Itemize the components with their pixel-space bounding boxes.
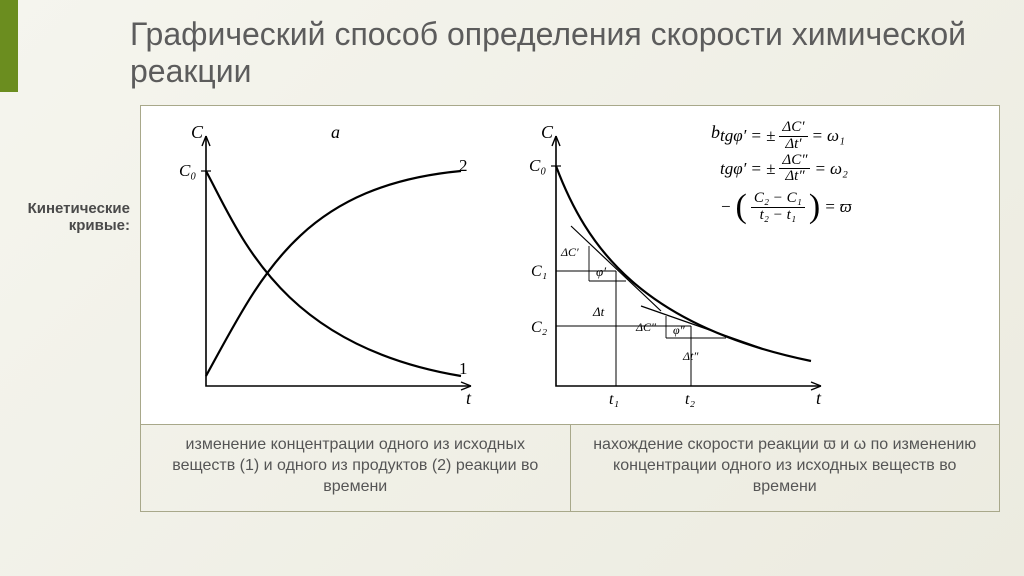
axis-c-b: C	[541, 122, 554, 142]
tangent-2	[641, 306, 761, 348]
equation-3: −( C₂ − C₁t₂ − t₁ ) = ϖ	[720, 191, 852, 224]
caption-left: изменение концентрации одного из исходны…	[141, 425, 570, 511]
c0-b: C₀	[529, 156, 546, 175]
c2-b: C₂	[531, 319, 548, 336]
equation-1: tgφ′ = ± ΔC′Δt′ = ω₁	[720, 120, 852, 153]
curve-2	[206, 171, 461, 376]
panel-label-b: b	[711, 122, 720, 142]
curve2-label: 2	[459, 156, 468, 175]
dt1: Δt	[592, 304, 605, 319]
curve1-label: 1	[459, 359, 468, 378]
accent-bar	[0, 0, 18, 92]
axis-t-b: t	[816, 388, 822, 408]
t2-b: t₂	[685, 391, 695, 408]
t1-b: t₁	[609, 391, 619, 408]
axis-t-a: t	[466, 388, 472, 408]
equation-2: tgφ′ = ± ΔC″Δt″ = ω₂	[720, 153, 852, 186]
caption-right: нахождение скорости реакции ϖ и ω по изм…	[570, 425, 1000, 511]
captions-row: изменение концентрации одного из исходны…	[140, 425, 1000, 512]
panel-label-a: a	[331, 122, 340, 142]
phi1: φ′	[596, 264, 606, 279]
page-title: Графический способ определения скорости …	[130, 16, 1024, 90]
dc2: ΔC″	[635, 320, 657, 334]
kinetic-curves-svg: C t C₀ a 1 2	[141, 106, 999, 424]
axis-c-a: C	[191, 122, 204, 142]
sidebar-label: Кинетические кривые:	[10, 200, 130, 234]
dc1: ΔC′	[560, 245, 579, 259]
c0-a: C₀	[179, 161, 196, 180]
c1-b: C₁	[531, 263, 547, 280]
dt2: Δt″	[682, 349, 699, 363]
curve-1	[206, 171, 461, 376]
equations-block: tgφ′ = ± ΔC′Δt′ = ω₁ tgφ′ = ± ΔC″Δt″ = ω…	[720, 120, 852, 224]
chart-area: C t C₀ a 1 2	[140, 105, 1000, 425]
phi2: φ″	[673, 323, 686, 337]
